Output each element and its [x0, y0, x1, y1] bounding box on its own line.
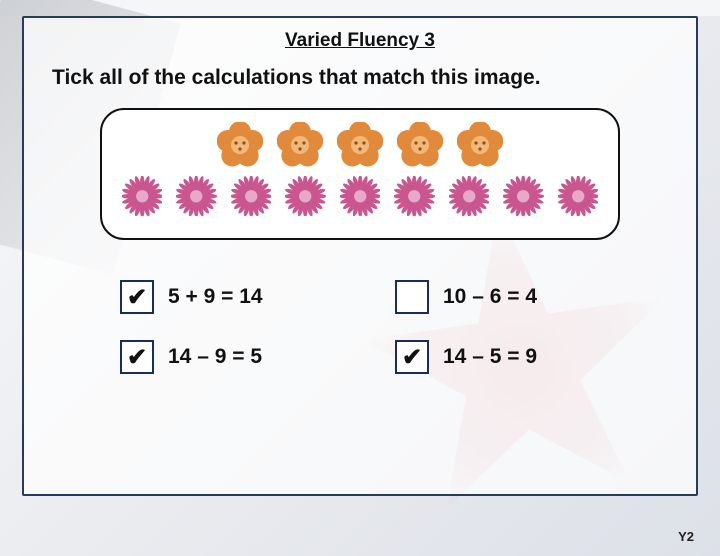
flower-orange-icon — [217, 122, 263, 168]
flower-pink-icon — [176, 176, 216, 222]
checkbox-1[interactable]: ✔ — [120, 280, 154, 314]
checkbox-2[interactable] — [395, 280, 429, 314]
flower-pink-icon — [285, 176, 325, 222]
flower-row-2 — [122, 176, 598, 222]
content-card: Varied Fluency 3 Tick all of the calcula… — [22, 16, 698, 496]
footer-label: Y2 — [678, 529, 694, 544]
flower-pink-icon — [340, 176, 380, 222]
option-label-1: 5 + 9 = 14 — [168, 285, 263, 309]
flower-orange-icon — [397, 122, 443, 168]
options-grid: ✔ 5 + 9 = 14 10 – 6 = 4 ✔ 14 – 9 = 5 ✔ 14 – 5 … — [120, 280, 600, 374]
checkbox-3[interactable]: ✔ — [120, 340, 154, 374]
flower-pink-icon — [503, 176, 543, 222]
option-1: ✔ 5 + 9 = 14 — [120, 280, 325, 314]
instruction-text: Tick all of the calculations that match … — [52, 66, 668, 90]
flower-orange-icon — [457, 122, 503, 168]
slide-title: Varied Fluency 3 — [52, 30, 668, 52]
option-3: ✔ 14 – 9 = 5 — [120, 340, 325, 374]
flower-orange-icon — [277, 122, 323, 168]
flower-pink-icon — [122, 176, 162, 222]
flower-row-1 — [122, 122, 598, 168]
flower-pink-icon — [231, 176, 271, 222]
option-4: ✔ 14 – 5 = 9 — [395, 340, 600, 374]
flower-orange-icon — [337, 122, 383, 168]
option-label-4: 14 – 5 = 9 — [443, 345, 537, 369]
option-2: 10 – 6 = 4 — [395, 280, 600, 314]
flower-pink-icon — [394, 176, 434, 222]
flower-pink-icon — [449, 176, 489, 222]
option-label-2: 10 – 6 = 4 — [443, 285, 537, 309]
flower-pink-icon — [558, 176, 598, 222]
flower-image-box — [100, 108, 620, 240]
checkbox-4[interactable]: ✔ — [395, 340, 429, 374]
option-label-3: 14 – 9 = 5 — [168, 345, 262, 369]
